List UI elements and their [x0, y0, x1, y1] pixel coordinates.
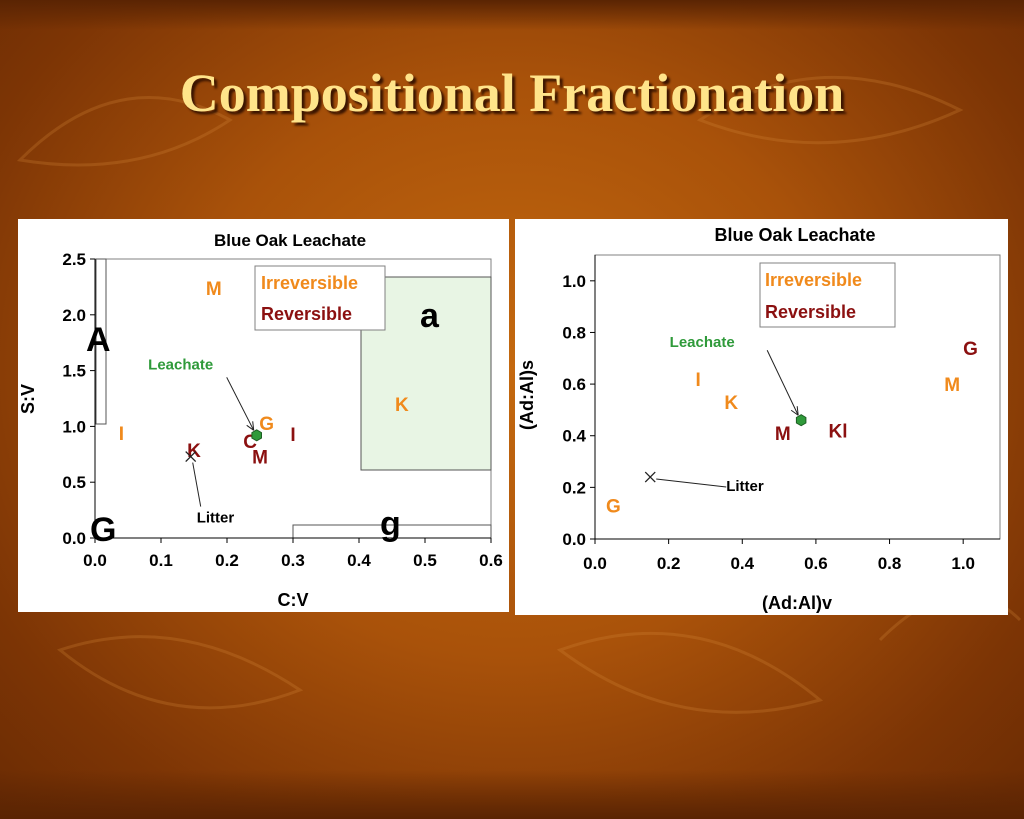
left-y-axis-title: S:V [18, 384, 38, 414]
left-chart: Blue Oak Leachate 0.0 0.1 0.2 0.3 0.4 0.5 0.6 0… [18, 231, 503, 610]
right-legend-reversible: Reversible [765, 302, 856, 322]
left-region-label-g: g [380, 505, 401, 543]
right-y-tick-label: 1.0 [562, 272, 586, 291]
left-x-tick-label: 0.5 [413, 551, 437, 570]
right-point-label-k: K [724, 393, 738, 414]
top-shade [0, 0, 1024, 30]
right-point-label-m: M [944, 375, 960, 396]
right-leachate-leader [766, 350, 799, 416]
right-point-label-i: I [695, 370, 700, 391]
left-point-label-m: M [206, 279, 222, 300]
right-x-tick-label: 0.8 [878, 554, 902, 573]
left-x-tick-label: 0.4 [347, 551, 371, 570]
right-x-tick-label: 1.0 [951, 554, 975, 573]
right-litter-label: Litter [726, 478, 764, 495]
left-chart-panel: Blue Oak Leachate 0.0 0.1 0.2 0.3 0.4 0.5 0.6 0… [18, 219, 509, 612]
left-leachate-marker [251, 429, 262, 442]
left-x-axis-title: C:V [278, 590, 309, 610]
right-chart-title: Blue Oak Leachate [714, 225, 875, 245]
right-y-tick-label: 0.0 [562, 530, 586, 549]
right-point-label-kl: Kl [829, 422, 848, 443]
left-region-label-A: A [86, 321, 111, 359]
left-x-tick-label: 0.6 [479, 551, 503, 570]
right-y-tick-label: 0.8 [562, 323, 586, 342]
left-y-tick-label: 1.0 [62, 417, 86, 436]
right-legend-irreversible: Irreversible [765, 270, 862, 290]
left-x-tick-label: 0.3 [281, 551, 305, 570]
left-region-label-a: a [420, 297, 440, 335]
right-leachate-label: Leachate [670, 334, 735, 351]
left-point-label-i: I [119, 424, 124, 445]
right-x-tick-label: 0.2 [657, 554, 681, 573]
right-x-tick-label: 0.6 [804, 554, 828, 573]
right-x-tick-label: 0.4 [730, 554, 754, 573]
right-legend-box [759, 262, 896, 328]
left-y-tick-label: 2.0 [62, 306, 86, 325]
right-chart: Blue Oak Leachate 0.0 0.2 0.4 0.6 0.8 1.0 0.0 0… [517, 225, 1001, 613]
left-litter-leader [192, 462, 202, 507]
right-x-tick-label: 0.0 [583, 554, 607, 573]
right-leachate-arrowhead [790, 406, 799, 416]
left-litter-label: Litter [197, 510, 235, 527]
left-point-label-i: I [290, 425, 295, 446]
left-region-label-G: G [90, 511, 116, 549]
right-y-tick-label: 0.2 [562, 478, 586, 497]
slide-title: Compositional Fractionation [179, 63, 845, 123]
right-litter-marker [644, 471, 656, 483]
left-legend-reversible: Reversible [261, 304, 352, 324]
left-region-a-box [360, 276, 492, 471]
right-chart-panel: Blue Oak Leachate 0.0 0.2 0.4 0.6 0.8 1.0 0.0 0… [515, 219, 1008, 615]
left-y-tick-label: 0.5 [62, 473, 86, 492]
left-y-tick-label: 1.5 [62, 362, 86, 381]
left-x-tick-label: 0.0 [83, 551, 107, 570]
left-point-label-k: K [395, 395, 409, 416]
left-chart-title: Blue Oak Leachate [214, 231, 366, 250]
bottom-shade [0, 770, 1024, 819]
left-leachate-leader [226, 377, 255, 431]
right-leachate-marker [795, 414, 807, 427]
left-legend-box [254, 265, 386, 331]
left-leachate-arrowhead [246, 421, 255, 431]
right-point-label-g: G [963, 339, 978, 360]
right-y-axis-title: (Ad:Al)s [517, 360, 537, 430]
right-point-label-m: M [775, 424, 791, 445]
left-region-A-box [95, 258, 107, 425]
left-leachate-label: Leachate [148, 356, 213, 373]
right-y-tick-label: 0.4 [562, 427, 586, 446]
left-y-tick-label: 0.0 [62, 529, 86, 548]
left-x-tick-label: 0.2 [215, 551, 239, 570]
left-point-label-g: G [259, 414, 274, 435]
left-point-label-m: M [252, 448, 268, 469]
right-x-axis-title: (Ad:Al)v [762, 593, 832, 613]
right-litter-leader [656, 478, 727, 488]
left-legend-irreversible: Irreversible [261, 273, 358, 293]
right-point-label-g: G [606, 496, 621, 517]
left-y-tick-label: 2.5 [62, 250, 86, 269]
left-litter-marker [185, 451, 197, 462]
left-x-tick-label: 0.1 [149, 551, 173, 570]
right-y-tick-label: 0.6 [562, 375, 586, 394]
